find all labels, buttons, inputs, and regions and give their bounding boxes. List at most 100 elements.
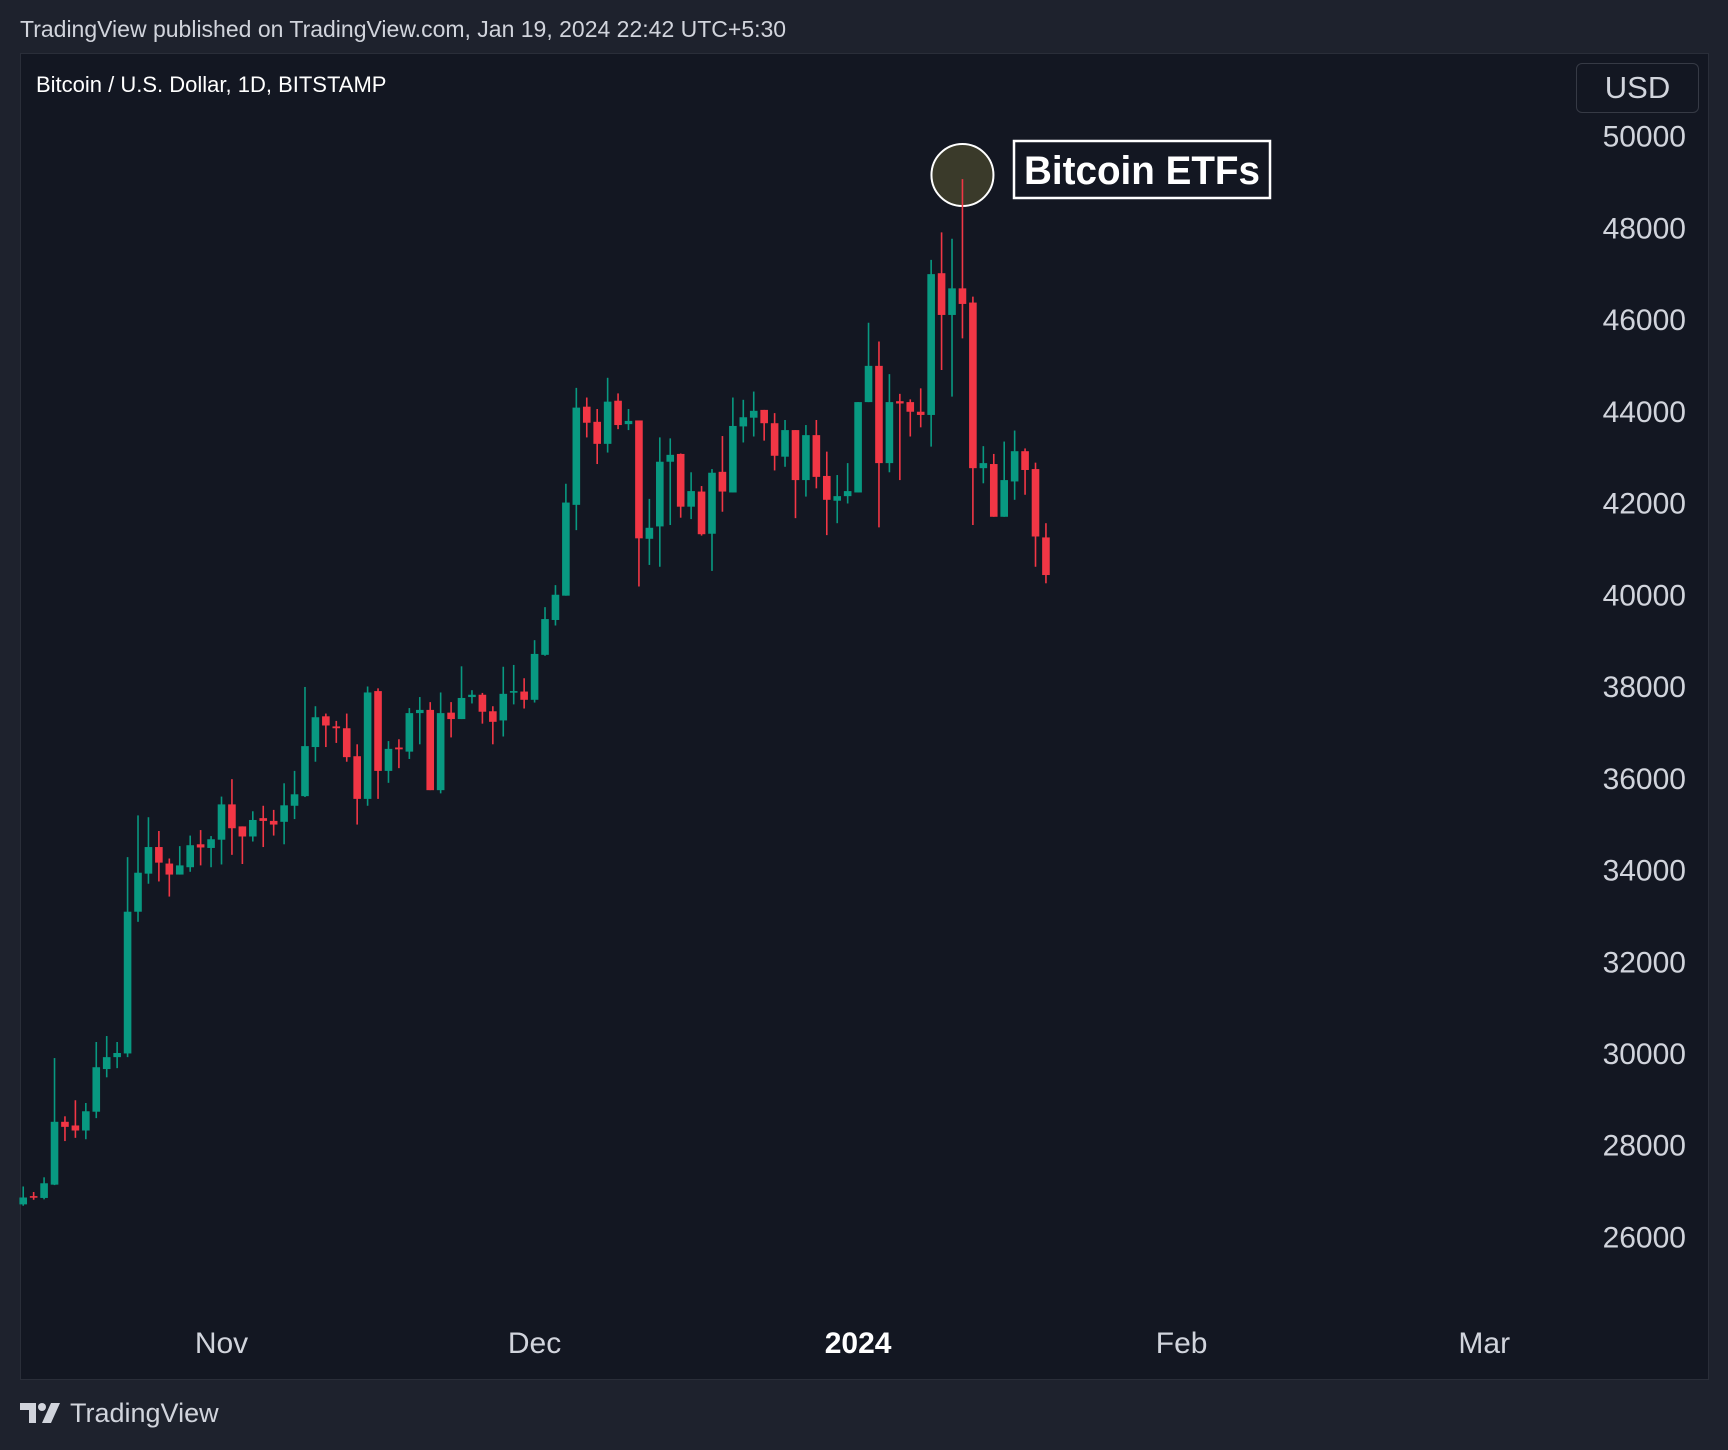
candle-down <box>760 409 768 424</box>
candle-up <box>541 619 549 655</box>
candle-down <box>614 400 622 426</box>
candle-down <box>478 694 487 712</box>
candle-up <box>144 847 153 874</box>
candle-down <box>875 365 883 464</box>
candle-down <box>520 691 528 700</box>
candle-up <box>40 1183 48 1198</box>
candle-up <box>499 693 508 721</box>
candle-down <box>791 430 800 481</box>
candle-up <box>624 420 633 425</box>
candle-up <box>82 1111 90 1131</box>
candle-down <box>958 288 967 304</box>
candle-down <box>489 711 497 722</box>
candle-up <box>749 410 758 418</box>
candle-up <box>249 819 257 837</box>
candle-down <box>906 402 915 412</box>
candle-up <box>207 839 215 848</box>
candle-down <box>635 420 643 539</box>
candle-up <box>280 805 288 822</box>
candle-up <box>290 794 299 806</box>
candle-down <box>165 863 174 875</box>
candle-up <box>562 502 570 596</box>
candle-down <box>718 471 727 492</box>
candle-up <box>457 697 466 720</box>
y-tick-label: 40000 <box>1603 579 1686 612</box>
candle-down <box>937 273 946 315</box>
x-tick-label: Feb <box>1156 1327 1208 1360</box>
candle-up <box>551 594 560 620</box>
candle-down <box>1021 451 1029 470</box>
y-tick-label: 26000 <box>1603 1221 1686 1254</box>
tradingview-logo-icon <box>20 1402 60 1423</box>
candle-up <box>102 1057 111 1070</box>
candle-up <box>509 691 518 693</box>
y-tick-label: 44000 <box>1603 396 1686 429</box>
candle-up <box>50 1121 59 1185</box>
y-tick-label: 36000 <box>1603 763 1686 796</box>
candle-down <box>969 302 977 469</box>
candle-up <box>123 911 132 1054</box>
candle-down <box>395 747 403 750</box>
candle-up <box>384 748 393 771</box>
candle-up <box>864 365 873 403</box>
candle-down <box>989 464 998 517</box>
candle-down <box>322 716 330 726</box>
published-caption: TradingView published on TradingView.com… <box>20 16 787 42</box>
candle-up <box>572 407 581 505</box>
footer-brand[interactable]: TradingView <box>20 1398 219 1429</box>
candle-up <box>687 491 695 507</box>
candle-up <box>948 288 956 315</box>
candle-up <box>802 435 810 481</box>
annotation-label: Bitcoin ETFs <box>1024 149 1260 193</box>
candle-down <box>374 691 382 771</box>
y-tick-label: 34000 <box>1603 855 1686 888</box>
candle-down <box>196 844 205 848</box>
chart-panel[interactable] <box>20 53 1709 1380</box>
candle-down <box>916 411 925 415</box>
candle-down <box>1042 537 1050 576</box>
candle-up <box>175 865 184 875</box>
candle-down <box>812 435 821 477</box>
candle-up <box>113 1053 121 1058</box>
candle-down <box>228 804 236 829</box>
candle-up <box>363 692 372 799</box>
candle-up <box>729 425 737 493</box>
candle-up <box>739 417 748 427</box>
candle-up <box>927 274 935 415</box>
x-tick-label: Mar <box>1458 1327 1510 1360</box>
candle-up <box>186 845 194 868</box>
footer-brand-label: TradingView <box>70 1398 219 1428</box>
candle-up <box>979 463 988 469</box>
candle-up <box>468 694 476 698</box>
candle-up <box>833 496 842 501</box>
candle-up <box>134 872 142 912</box>
candle-up <box>301 746 309 797</box>
y-tick-label: 50000 <box>1603 121 1686 154</box>
candle-up <box>311 717 320 748</box>
candle-down <box>697 491 706 535</box>
x-tick-label: Dec <box>508 1327 561 1360</box>
symbol-title: Bitcoin / U.S. Dollar, 1D, BITSTAMP <box>36 72 387 97</box>
candle-up <box>530 653 539 700</box>
currency-button[interactable]: USD <box>1576 63 1699 113</box>
candle-up <box>415 709 424 714</box>
candle-down <box>61 1121 69 1127</box>
candle-down <box>676 453 685 507</box>
candle-up <box>885 402 894 464</box>
candle-down <box>238 826 247 837</box>
candle-down <box>426 709 435 791</box>
y-tick-label: 28000 <box>1603 1130 1686 1163</box>
x-tick-label: 2024 <box>825 1327 892 1360</box>
candle-down <box>582 406 591 423</box>
y-tick-label: 42000 <box>1603 488 1686 521</box>
y-tick-label: 30000 <box>1603 1038 1686 1071</box>
y-tick-label: 46000 <box>1603 304 1686 337</box>
candle-down <box>332 726 341 729</box>
candle-up <box>666 454 675 462</box>
candle-down <box>155 847 163 863</box>
candle-down <box>593 421 601 444</box>
candle-up <box>854 402 862 493</box>
candle-down <box>1031 469 1040 537</box>
candle-down <box>896 401 904 404</box>
